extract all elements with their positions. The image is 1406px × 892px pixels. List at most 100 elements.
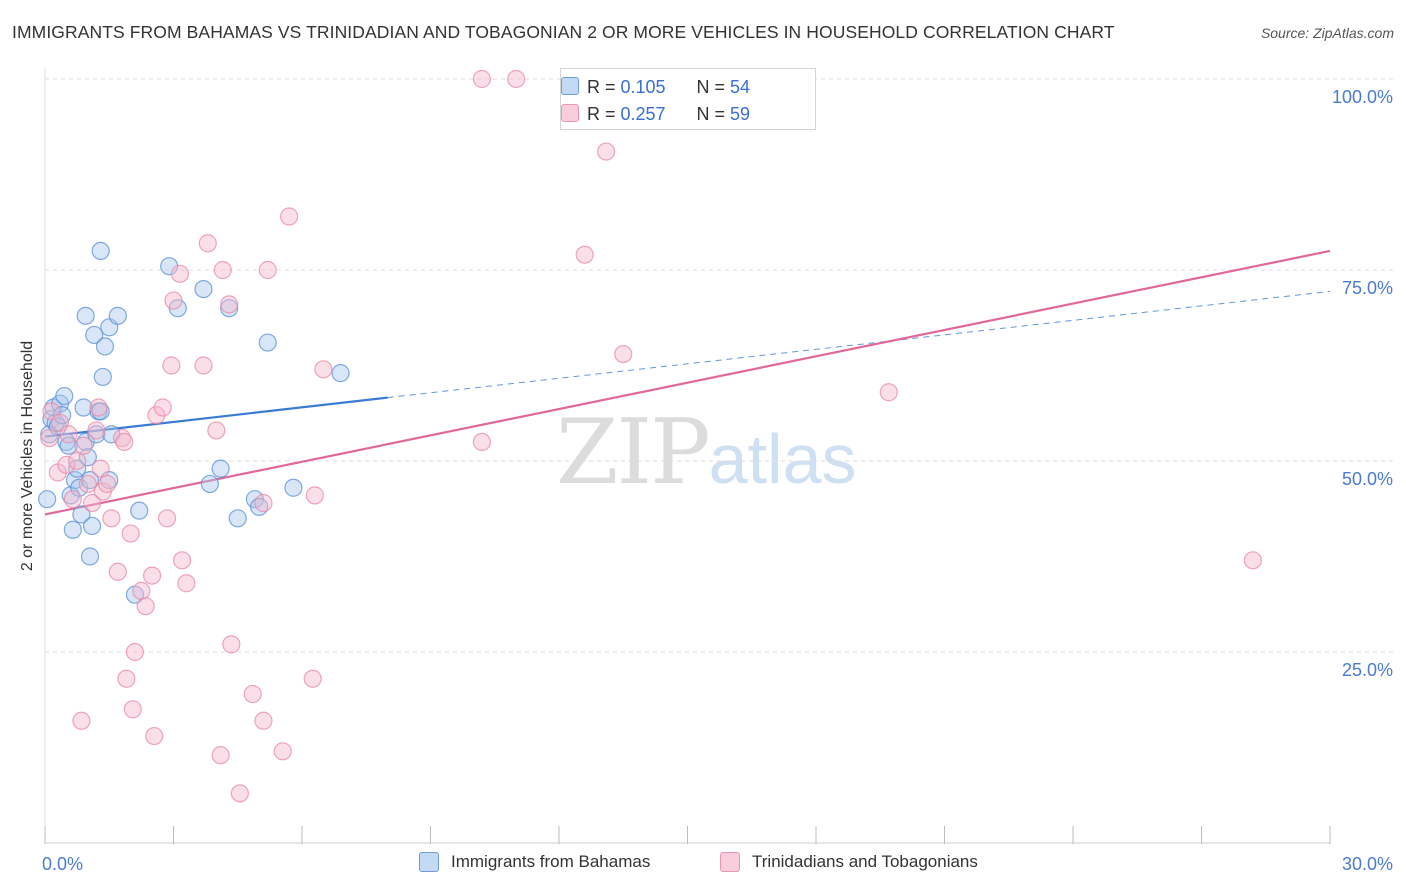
blue-swatch bbox=[561, 77, 579, 95]
pink-point bbox=[157, 509, 177, 528]
pink-point bbox=[72, 711, 91, 730]
blue-point bbox=[93, 367, 112, 387]
blue-point bbox=[83, 516, 102, 536]
x-tick-label: 30.0% bbox=[1342, 854, 1393, 874]
pink-point bbox=[162, 356, 181, 375]
pink-point bbox=[207, 421, 226, 440]
pink-point bbox=[1243, 551, 1263, 570]
pink-point bbox=[305, 486, 324, 505]
pink-point bbox=[40, 428, 59, 448]
blue-point bbox=[68, 459, 87, 478]
blue-point bbox=[38, 490, 57, 509]
pink-point bbox=[132, 581, 151, 600]
stats-legend: R = 0.105 N = 54 R = 0.257 N = 59 bbox=[560, 68, 816, 130]
legend-label: Immigrants from Bahamas bbox=[451, 852, 651, 871]
blue-point bbox=[87, 425, 106, 444]
pink-point bbox=[123, 700, 142, 719]
pink-point bbox=[74, 436, 93, 455]
blue-point bbox=[194, 280, 213, 299]
r-value: 0.105 bbox=[620, 76, 666, 97]
pink-swatch bbox=[720, 852, 740, 872]
pink-point bbox=[57, 455, 76, 474]
chart-title: IMMIGRANTS FROM BAHAMAS VS TRINIDADIAN A… bbox=[12, 22, 1115, 42]
pink-point bbox=[211, 746, 230, 765]
n-value: 54 bbox=[730, 76, 751, 97]
blue-point bbox=[130, 501, 149, 520]
pink-point bbox=[258, 260, 277, 280]
pink-point bbox=[614, 344, 633, 364]
blue-trend-line bbox=[44, 396, 388, 438]
y-tick-label: 50.0% bbox=[1342, 469, 1393, 489]
blue-point bbox=[63, 520, 82, 539]
watermark-zip: ZIP bbox=[556, 400, 711, 505]
pink-point bbox=[78, 474, 97, 494]
pink-point bbox=[273, 742, 292, 761]
series-legend: Immigrants from Bahamas Trinidadians and… bbox=[0, 852, 1406, 878]
pink-point bbox=[89, 398, 108, 417]
pink-point bbox=[303, 669, 322, 688]
pink-point bbox=[164, 291, 183, 310]
blue-point bbox=[95, 337, 115, 356]
pink-point bbox=[230, 784, 249, 803]
data-points bbox=[38, 69, 1263, 803]
stats-legend-row-pink: R = 0.257 N = 59 bbox=[561, 102, 751, 126]
r-label: R = bbox=[587, 76, 621, 97]
pink-point bbox=[87, 421, 106, 440]
tick-labels: 25.0% 50.0% 75.0% 100.0% 0.0% 30.0% bbox=[42, 87, 1393, 874]
r-label: R = bbox=[587, 103, 621, 124]
n-label: N = bbox=[696, 76, 731, 97]
pink-swatch bbox=[561, 104, 579, 122]
pink-point bbox=[254, 493, 273, 513]
pink-point bbox=[125, 642, 145, 662]
pink-point bbox=[213, 260, 232, 280]
pink-point bbox=[83, 493, 102, 513]
pink-point bbox=[472, 69, 491, 89]
blue-point bbox=[211, 459, 230, 478]
pink-point bbox=[68, 451, 87, 471]
pink-point bbox=[243, 684, 262, 704]
stats-legend-row-blue: R = 0.105 N = 54 bbox=[561, 75, 751, 99]
r-value: 0.257 bbox=[620, 103, 666, 124]
y-tick-label: 75.0% bbox=[1342, 278, 1393, 298]
blue-point bbox=[220, 299, 239, 318]
blue-point bbox=[72, 505, 91, 524]
blue-point bbox=[258, 333, 277, 352]
pink-point bbox=[102, 509, 121, 528]
pink-point bbox=[222, 635, 241, 654]
grid-lines bbox=[45, 78, 1393, 653]
pink-point bbox=[280, 207, 299, 226]
y-tick-label: 100.0% bbox=[1332, 87, 1393, 107]
pink-point bbox=[136, 597, 155, 616]
axes bbox=[44, 68, 1331, 844]
pink-point bbox=[507, 69, 526, 89]
blue-point bbox=[78, 448, 97, 467]
source-label: Source: ZipAtlas.com bbox=[1260, 25, 1394, 41]
blue-point bbox=[55, 386, 74, 406]
pink-point bbox=[91, 459, 110, 478]
blue-swatch bbox=[419, 852, 439, 872]
blue-trend-extension bbox=[387, 290, 1331, 399]
y-tick-label: 25.0% bbox=[1342, 660, 1393, 680]
pink-point bbox=[472, 432, 491, 451]
pink-point bbox=[63, 490, 82, 509]
blue-point bbox=[284, 478, 303, 497]
legend-item-trinidad: Trinidadians and Tobagonians bbox=[720, 852, 978, 872]
n-value: 59 bbox=[730, 103, 751, 124]
pink-point bbox=[153, 398, 172, 417]
pink-point bbox=[117, 669, 136, 688]
blue-point bbox=[85, 325, 104, 345]
legend-label: Trinidadians and Tobagonians bbox=[752, 852, 978, 871]
blue-point bbox=[108, 306, 127, 325]
legend-item-bahamas: Immigrants from Bahamas bbox=[419, 852, 650, 872]
pink-point bbox=[194, 356, 213, 375]
blue-point bbox=[76, 306, 95, 325]
pink-point bbox=[115, 432, 134, 451]
pink-point bbox=[879, 383, 898, 402]
blue-point bbox=[91, 241, 110, 260]
pink-point bbox=[172, 551, 192, 570]
blue-point bbox=[331, 364, 350, 383]
pink-point bbox=[59, 425, 78, 444]
pink-point bbox=[145, 726, 164, 746]
x-tick-label: 0.0% bbox=[42, 854, 83, 874]
